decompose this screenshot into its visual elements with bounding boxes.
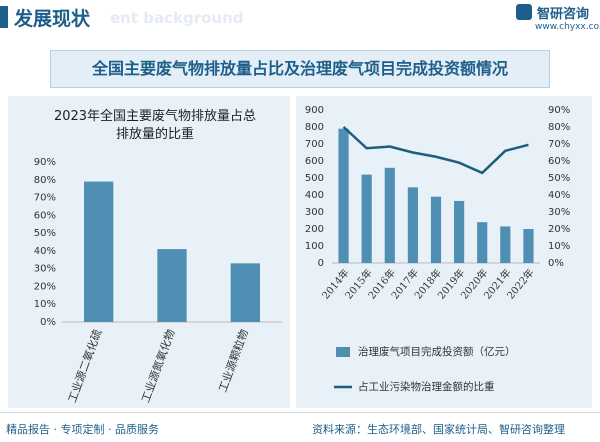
bar (338, 128, 349, 263)
bar (430, 196, 442, 263)
tick-label: 100 (305, 241, 324, 252)
tick-label: 50% (34, 228, 56, 239)
tick-label: 80% (548, 122, 570, 133)
tick-label: 700 (305, 139, 324, 150)
tick-label: 70% (34, 193, 56, 204)
tick-label: 10% (548, 241, 570, 252)
line (342, 126, 529, 175)
legend-label: 治理废气项目完成投资额（亿元） (358, 345, 516, 358)
left-panel (8, 96, 290, 408)
footer-slogan: 精品报告 · 专项定制 · 品质服务 (6, 423, 159, 436)
bar (477, 222, 488, 263)
header-subtitle: ent background (110, 9, 244, 27)
tick-label: 10% (34, 299, 56, 310)
tick-label: 0 (318, 258, 324, 269)
tick-label: 40% (548, 190, 570, 201)
header-title: 发展现状 (14, 8, 91, 30)
tick-label: 30% (34, 264, 56, 275)
legend-label: 占工业污染物治理金额的比重 (358, 380, 495, 393)
tick-label: 200 (305, 224, 324, 235)
bar (84, 181, 114, 322)
footer-source: 资料来源：生态环境部、国家统计局、智研咨询整理 (312, 423, 565, 436)
bar (230, 263, 260, 322)
tick-label: 60% (548, 156, 570, 167)
tick-label: 800 (305, 122, 324, 133)
tick-label: 400 (305, 190, 324, 201)
x-tick-label: 工业源氮氧化物 (138, 327, 177, 404)
tick-label: 300 (305, 207, 324, 218)
tick-label: 50% (548, 173, 570, 184)
tick-label: 90% (34, 157, 56, 168)
bar (361, 174, 372, 263)
tick-label: 600 (305, 156, 324, 167)
left-chart-title: 2023年全国主要废气物排放量占总排放量的比重 (53, 109, 257, 142)
banner-title: 全国主要废气物排放量占比及治理废气项目完成投资额情况 (91, 59, 508, 78)
bar (384, 167, 395, 263)
x-tick-label: 工业源二氧化硫 (65, 327, 104, 404)
tick-label: 80% (34, 175, 56, 186)
legend-swatch (336, 347, 350, 357)
bar (523, 229, 534, 263)
header-accent (0, 6, 8, 28)
tick-label: 70% (548, 139, 570, 150)
footer-rule (0, 412, 600, 442)
brand-website: www.chyxx.com (535, 22, 600, 32)
tick-label: 60% (34, 210, 56, 221)
bar (407, 187, 418, 263)
tick-label: 0% (40, 317, 56, 328)
x-tick-label: 工业源颗粒物 (215, 327, 251, 394)
tick-label: 500 (305, 173, 324, 184)
tick-label: 20% (34, 281, 56, 292)
tick-label: 40% (34, 246, 56, 257)
bar (500, 226, 511, 263)
bar (157, 249, 187, 322)
tick-label: 0% (548, 258, 564, 269)
tick-label: 20% (548, 224, 570, 235)
tick-label: 30% (548, 207, 570, 218)
brand-logo (516, 4, 532, 20)
tick-label: 90% (548, 105, 570, 116)
brand-name: 智研咨询 (537, 7, 590, 22)
banner: 全国主要废气物排放量占比及治理废气项目完成投资额情况 (50, 50, 550, 88)
tick-label: 900 (305, 105, 324, 116)
bar (454, 200, 465, 263)
